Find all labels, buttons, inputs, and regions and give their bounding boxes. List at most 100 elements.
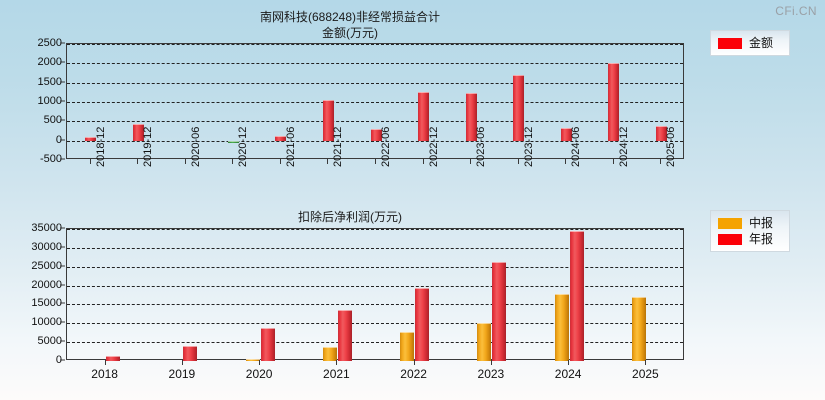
y-axis-tick-label: -500 [39, 153, 62, 165]
gridline [67, 63, 683, 65]
bar[interactable] [245, 358, 260, 361]
y-axis-tick-mark [60, 265, 65, 267]
x-axis-tick-mark [490, 360, 492, 365]
bar-highlight [631, 296, 646, 298]
legend-item[interactable]: 金额 [718, 35, 780, 51]
x-axis-tick-label: 2018 [91, 367, 118, 381]
bar-highlight [418, 91, 430, 93]
y-axis-tick-mark [60, 139, 65, 141]
x-axis-tick-label: 2018-12 [94, 126, 107, 167]
bar-highlight [183, 345, 198, 347]
y-axis-tick-label: 30000 [31, 240, 62, 253]
bar[interactable] [465, 93, 477, 141]
legend-color-swatch [718, 233, 742, 245]
bar[interactable] [569, 230, 584, 361]
x-axis-tick-mark [232, 159, 234, 164]
lower-chart-y-axis: 0 5000 10000 15000 20000 25000 30000 35000 [12, 222, 65, 366]
gridline [67, 266, 683, 268]
y-axis-tick-mark [60, 302, 65, 304]
bar[interactable] [655, 125, 667, 141]
y-axis-tick-label: 1000 [37, 95, 62, 107]
bar[interactable] [132, 124, 144, 141]
x-axis-tick-label: 2024 [554, 367, 582, 381]
legend-item-label: 金额 [749, 36, 774, 50]
y-axis-tick-mark [60, 42, 65, 44]
legend-color-swatch [718, 217, 742, 229]
bar-highlight [465, 93, 477, 95]
lower-chart-legend[interactable]: 中报 年报 [710, 210, 790, 252]
bar[interactable] [418, 91, 430, 141]
bar[interactable] [227, 140, 239, 143]
bar[interactable] [322, 100, 334, 141]
legend-item[interactable]: 中报 [718, 215, 780, 231]
y-axis-tick-label: 1500 [37, 75, 62, 88]
bar-highlight [492, 262, 507, 264]
x-axis-tick-mark [89, 159, 91, 164]
bar-highlight [85, 136, 97, 138]
y-axis-tick-mark [60, 158, 65, 160]
gridline [67, 323, 683, 325]
y-axis-tick-mark [60, 321, 65, 323]
legend-item[interactable]: 年报 [718, 231, 780, 247]
x-axis-tick-label: 2024-06 [570, 126, 583, 167]
y-axis-tick-label: 25000 [31, 259, 62, 272]
lower-chart-gridlines [67, 229, 683, 359]
bar[interactable] [400, 331, 415, 361]
x-axis-tick-label: 2019 [168, 367, 196, 381]
bar[interactable] [608, 63, 620, 141]
bar[interactable] [275, 136, 287, 141]
bar[interactable] [337, 309, 352, 361]
x-axis-tick-mark [336, 360, 338, 365]
bar-highlight [477, 322, 492, 324]
x-axis-tick-mark [660, 159, 662, 164]
bar[interactable] [554, 294, 569, 361]
y-axis-tick-mark [60, 61, 65, 63]
x-axis-tick-mark [565, 159, 567, 164]
legend-item-label: 年报 [749, 232, 774, 246]
x-axis-tick-mark [413, 360, 415, 365]
x-axis-tick-label: 2022-12 [427, 126, 440, 167]
x-axis-tick-mark [259, 360, 261, 365]
bar[interactable] [477, 322, 492, 361]
y-axis-tick-label: 15000 [31, 297, 62, 310]
gridline [67, 285, 683, 287]
y-axis-tick-label: 35000 [31, 222, 62, 234]
lower-chart-plot-area [66, 228, 684, 361]
x-axis-tick-label: 2022-06 [380, 126, 392, 167]
bar[interactable] [183, 345, 198, 361]
bar[interactable] [322, 347, 337, 361]
bar-highlight [106, 356, 121, 358]
bar-highlight [322, 347, 337, 349]
gridline [67, 121, 683, 123]
y-axis-tick-label: 0 [55, 354, 62, 366]
gridline [67, 82, 683, 84]
bar[interactable] [106, 356, 121, 361]
gridline [67, 247, 683, 249]
x-axis-tick-label: 2023 [477, 367, 505, 381]
bar-highlight [655, 125, 667, 127]
legend-item-label: 中报 [749, 216, 774, 230]
x-axis-tick-label: 2021-12 [332, 126, 345, 167]
x-axis-tick-label: 2019-12 [142, 126, 155, 167]
x-axis-tick-label: 2024-12 [617, 126, 630, 167]
bar[interactable] [260, 327, 275, 361]
y-axis-tick-label: 2000 [37, 56, 62, 69]
y-axis-tick-label: 5000 [37, 335, 62, 348]
x-axis-tick-mark [422, 159, 424, 164]
lower-chart-title: 扣除后净利润(万元) [298, 210, 402, 224]
bar[interactable] [513, 74, 525, 141]
bar-highlight [569, 230, 584, 232]
bar[interactable] [415, 288, 430, 361]
bar[interactable] [85, 136, 97, 141]
bar-highlight [370, 129, 382, 131]
bar[interactable] [631, 296, 646, 361]
x-axis-tick-mark [327, 159, 329, 164]
x-axis-tick-mark [470, 159, 472, 164]
bar[interactable] [560, 127, 572, 141]
y-axis-tick-label: 500 [43, 114, 62, 127]
y-axis-tick-mark [60, 246, 65, 248]
bar-highlight [415, 288, 430, 290]
upper-chart-legend[interactable]: 金额 [710, 30, 790, 56]
bar[interactable] [370, 129, 382, 141]
bar[interactable] [492, 262, 507, 361]
